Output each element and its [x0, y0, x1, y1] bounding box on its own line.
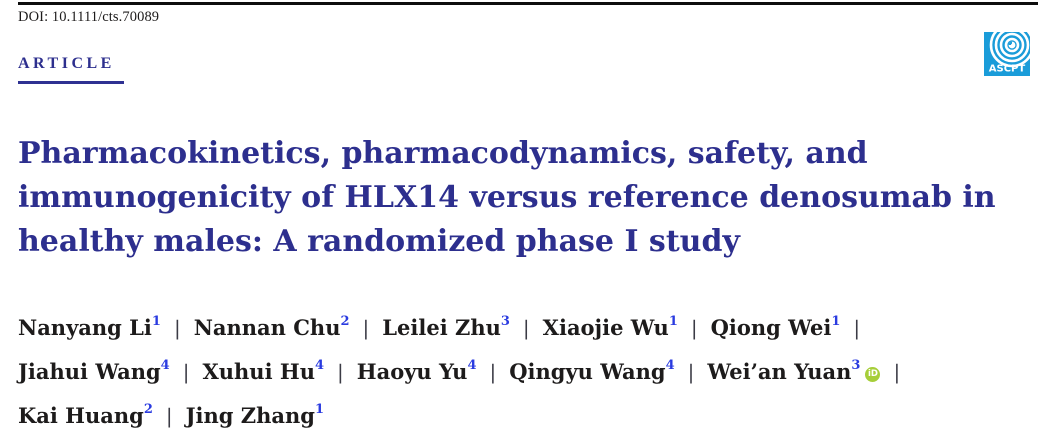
- author-affiliation-superscript: 1: [668, 314, 678, 329]
- author-list-line: Nanyang Li1 | Nannan Chu2 | Leilei Zhu3 | Xiao…: [18, 306, 1032, 350]
- author-name: Nannan Chu2: [193, 314, 350, 340]
- author-separator: |: [853, 316, 861, 340]
- article-type-label: ARTICLE: [18, 55, 115, 72]
- author-separator: |: [687, 360, 695, 384]
- title-line: healthy males: A randomized phase I stud…: [18, 224, 740, 259]
- author-name: Qingyu Wang4: [509, 358, 675, 384]
- author-affiliation-superscript: 1: [151, 314, 161, 329]
- author-name: Jiahui Wang4: [18, 358, 170, 384]
- author-name: Haoyu Yu4: [356, 358, 477, 384]
- author-separator: |: [489, 360, 497, 384]
- author-list: Nanyang Li1 | Nannan Chu2 | Leilei Zhu3 | Xiao…: [18, 306, 1032, 438]
- author-name: Xiaojie Wu1: [542, 314, 678, 340]
- doi-text: DOI: 10.1111/cts.70089: [18, 9, 160, 25]
- article-title: Pharmacokinetics, pharmacodynamics, safe…: [18, 132, 1032, 264]
- top-rule-divider: [18, 2, 1038, 5]
- author-separator: |: [165, 404, 173, 428]
- author-separator: |: [182, 360, 190, 384]
- author-name: Qiong Wei1: [710, 314, 841, 340]
- author-name: Leilei Zhu3: [382, 314, 510, 340]
- author-name: Xuhui Hu4: [202, 358, 325, 384]
- author-list-line: Jiahui Wang4 | Xuhui Hu4 | Haoyu Yu4 | Qingyu …: [18, 350, 1032, 394]
- author-separator: |: [893, 360, 901, 384]
- author-name: Kai Huang2: [18, 402, 153, 428]
- author-affiliation-superscript: 1: [831, 314, 841, 329]
- author-name: Wei’an Yuan3: [707, 358, 861, 384]
- author-affiliation-superscript: 3: [851, 358, 861, 373]
- author-name: Nanyang Li1: [18, 314, 161, 340]
- title-line: immunogenicity of HLX14 versus reference…: [18, 180, 996, 215]
- author-separator: |: [362, 316, 370, 340]
- author-separator: |: [173, 316, 181, 340]
- author-name: Jing Zhang1: [185, 402, 325, 428]
- orcid-icon[interactable]: iD: [865, 367, 881, 382]
- article-label-underline: [18, 81, 124, 84]
- author-affiliation-superscript: 1: [314, 402, 325, 417]
- author-affiliation-superscript: 2: [143, 402, 153, 417]
- author-affiliation-superscript: 4: [467, 358, 477, 373]
- author-separator: |: [690, 316, 698, 340]
- author-separator: |: [522, 316, 530, 340]
- author-affiliation-superscript: 4: [314, 358, 325, 373]
- author-list-line: Kai Huang2 | Jing Zhang1: [18, 394, 1032, 438]
- author-affiliation-superscript: 4: [665, 358, 675, 373]
- author-affiliation-superscript: 2: [340, 314, 350, 329]
- ascpt-logo-icon: ASCPT: [984, 22, 1035, 76]
- title-line: Pharmacokinetics, pharmacodynamics, safe…: [18, 136, 868, 171]
- author-separator: |: [337, 360, 344, 384]
- author-affiliation-superscript: 4: [160, 358, 170, 373]
- ascpt-logo-text: ASCPT: [989, 64, 1026, 75]
- author-affiliation-superscript: 3: [500, 314, 510, 329]
